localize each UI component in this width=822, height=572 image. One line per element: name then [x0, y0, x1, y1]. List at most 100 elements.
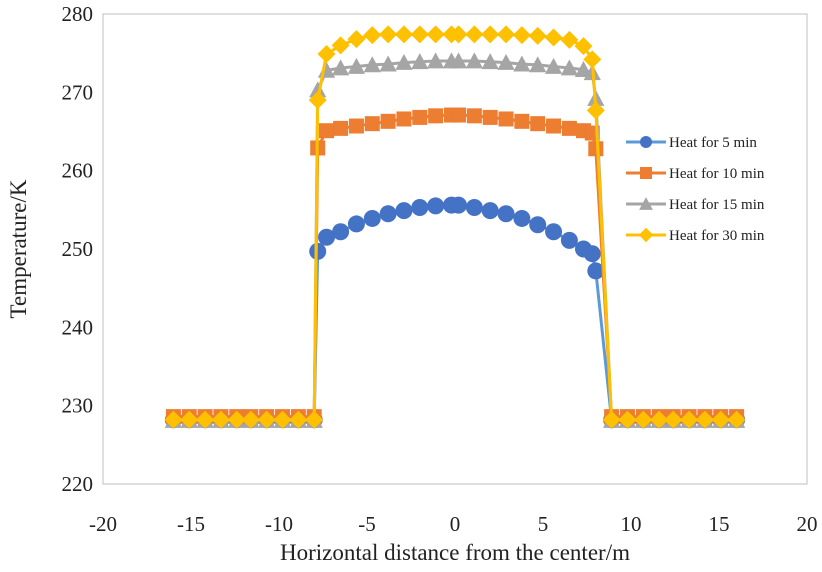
data-point: [497, 25, 516, 44]
data-point: [305, 410, 324, 429]
data-point: [545, 223, 563, 241]
x-tick-labels: -20 -15 -10 -5 0 5 10 15 20: [89, 512, 818, 536]
data-point: [411, 198, 429, 216]
data-point: [583, 245, 601, 263]
data-point: [560, 59, 579, 76]
data-point: [289, 410, 308, 429]
data-point: [308, 91, 327, 110]
data-point: [497, 205, 515, 223]
y-tick-label: 260: [62, 159, 94, 183]
data-point: [481, 53, 499, 70]
data-point: [380, 113, 396, 129]
data-point: [588, 141, 604, 157]
data-point: [395, 53, 413, 70]
data-point: [317, 44, 336, 63]
data-point: [544, 28, 563, 47]
data-point: [514, 113, 530, 129]
data-point: [379, 25, 398, 44]
data-point: [331, 36, 350, 55]
series-layer: [164, 25, 746, 429]
data-point: [466, 108, 482, 124]
data-point: [428, 108, 444, 124]
data-point: [451, 107, 467, 123]
data-point: [241, 410, 260, 429]
data-point: [347, 30, 366, 49]
data-point: [332, 223, 350, 241]
data-point: [333, 120, 349, 136]
legend-marker: [640, 167, 652, 179]
y-tick-label: 220: [62, 472, 94, 496]
x-axis-title: Horizontal distance from the center/m: [280, 540, 630, 565]
data-point: [211, 410, 230, 429]
x-tick-label: -5: [358, 512, 376, 536]
data-point: [561, 120, 577, 136]
data-point: [634, 410, 653, 429]
data-point: [347, 215, 365, 233]
data-point: [560, 231, 578, 249]
data-point: [410, 25, 429, 44]
series-2: [165, 107, 745, 425]
y-tick-label: 270: [62, 80, 94, 104]
data-point: [363, 209, 381, 227]
data-point: [574, 37, 593, 56]
y-tick-labels: 220 230 240 250 260 270 280: [62, 2, 94, 496]
data-point: [618, 410, 637, 429]
legend-label: Heat for 15 min: [669, 197, 765, 213]
legend-marker: [640, 136, 652, 148]
series-1: [164, 196, 746, 429]
plot-area-frame: [102, 13, 808, 485]
series-4: [164, 25, 746, 429]
legend-label: Heat for 5 min: [669, 135, 757, 151]
legend-marker: [638, 227, 654, 243]
data-point: [513, 55, 531, 72]
legend: Heat for 5 min Heat for 10 min Heat for 15…: [626, 135, 765, 244]
series-line: [173, 113, 737, 419]
data-point: [450, 196, 468, 214]
x-tick-label: 0: [450, 512, 461, 536]
data-point: [530, 116, 546, 132]
data-point: [395, 202, 413, 220]
data-point: [318, 228, 336, 246]
data-point: [227, 410, 246, 429]
data-point: [583, 50, 602, 69]
data-point: [348, 118, 364, 134]
data-point: [513, 209, 531, 227]
legend-label: Heat for 10 min: [669, 166, 765, 182]
data-point: [273, 410, 292, 429]
legend-entry: Heat for 15 min: [626, 197, 765, 213]
data-point: [309, 81, 327, 98]
x-tick-label: -20: [89, 512, 117, 536]
data-point: [426, 25, 445, 44]
data-point: [363, 26, 382, 45]
data-point: [546, 118, 562, 134]
legend-marker: [639, 197, 653, 210]
data-point: [529, 56, 547, 73]
data-point: [427, 52, 445, 69]
data-point: [347, 57, 366, 74]
data-point: [560, 30, 579, 49]
legend-entry: Heat for 30 min: [626, 227, 765, 244]
data-point: [528, 26, 547, 45]
data-point: [164, 410, 183, 429]
data-point: [481, 202, 499, 220]
x-tick-label: -15: [177, 512, 205, 536]
data-point: [465, 52, 483, 69]
data-point: [711, 410, 730, 429]
data-point: [449, 25, 468, 44]
data-point: [394, 25, 413, 44]
y-tick-label: 230: [62, 394, 94, 418]
data-point: [650, 410, 669, 429]
data-point: [498, 111, 514, 127]
x-tick-label: 20: [797, 512, 818, 536]
data-point: [497, 53, 515, 70]
data-point: [664, 410, 683, 429]
x-tick-label: 10: [621, 512, 642, 536]
y-tick-label: 280: [62, 2, 94, 26]
data-point: [427, 197, 445, 215]
data-point: [586, 101, 605, 120]
data-point: [319, 123, 335, 139]
data-point: [257, 410, 276, 429]
legend-entry: Heat for 10 min: [626, 166, 765, 182]
data-point: [481, 25, 500, 44]
